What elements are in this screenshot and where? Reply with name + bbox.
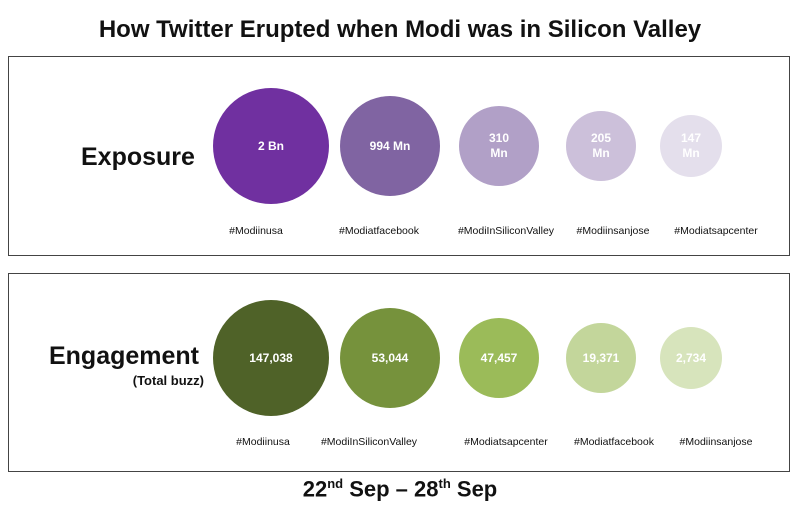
bubble-3 — [566, 323, 636, 393]
engagement-sublabel: (Total buzz) — [132, 373, 204, 388]
engagement-label-group: Engagement (Total buzz) — [44, 342, 204, 388]
bubble-value-label: 147,038 — [249, 351, 293, 365]
date-middle: Sep – 28 — [343, 476, 439, 502]
bubble-value-label: 2 Bn — [258, 139, 284, 153]
bubble-0 — [213, 88, 329, 204]
bubble-value-label: 147 Mn — [681, 131, 701, 160]
exposure-panel: Exposure 2 Bn #Modiinusa 994 Mn #Modiatface… — [8, 56, 790, 256]
hashtag-label: #ModiInSiliconValley — [458, 225, 555, 237]
hashtag-label: #Modiatfacebook — [574, 436, 655, 448]
bubble-1 — [340, 308, 440, 408]
bubble-3 — [566, 111, 636, 181]
chart-title: How Twitter Erupted when Modi was in Sil… — [98, 16, 702, 43]
bubble-1 — [340, 96, 440, 196]
bubble-value-label: 205 Mn — [591, 131, 611, 160]
hashtag-label: #Modiatfacebook — [339, 225, 420, 237]
bubble-0 — [213, 300, 329, 416]
date-start-day: 22 — [302, 476, 328, 502]
exposure-bubbles: 2 Bn #Modiinusa 994 Mn #Modiatfacebook 310 Mn… — [213, 88, 758, 237]
date-end-suffix: th — [438, 476, 451, 491]
date-range: 22nd Sep – 28th Sep — [0, 476, 800, 502]
bubble-4 — [660, 327, 722, 389]
bubble-2 — [459, 106, 539, 186]
hashtag-label: #Modiatsapcenter — [464, 436, 548, 448]
engagement-label: Engagement — [48, 342, 200, 370]
bubble-value-label: 994 Mn — [370, 139, 411, 153]
exposure-label: Exposure — [81, 143, 195, 171]
hashtag-label: #Modiinsanjose — [680, 436, 753, 448]
bubble-value-label: 19,371 — [583, 351, 620, 365]
hashtag-label: #Modiinusa — [229, 225, 283, 237]
date-end-month: Sep — [450, 476, 498, 502]
engagement-panel: Engagement (Total buzz) 147,038 #Modiinus… — [8, 273, 790, 472]
bubble-value-label: 47,457 — [481, 351, 518, 365]
hashtag-label: #Modiinsanjose — [577, 225, 650, 237]
hashtag-label: #Modiatsapcenter — [674, 225, 758, 237]
hashtag-label: #ModiInSiliconValley — [321, 436, 418, 448]
bubble-2 — [459, 318, 539, 398]
engagement-bubbles: 147,038 #Modiinusa 53,044 #ModiInSiliconVal… — [213, 300, 753, 448]
hashtag-label: #Modiinusa — [236, 436, 290, 448]
bubble-value-label: 53,044 — [372, 351, 409, 365]
bubble-value-label: 310 Mn — [489, 131, 509, 160]
bubble-4 — [660, 115, 722, 177]
bubble-value-label: 2,734 — [676, 351, 706, 365]
date-start-suffix: nd — [327, 476, 344, 491]
